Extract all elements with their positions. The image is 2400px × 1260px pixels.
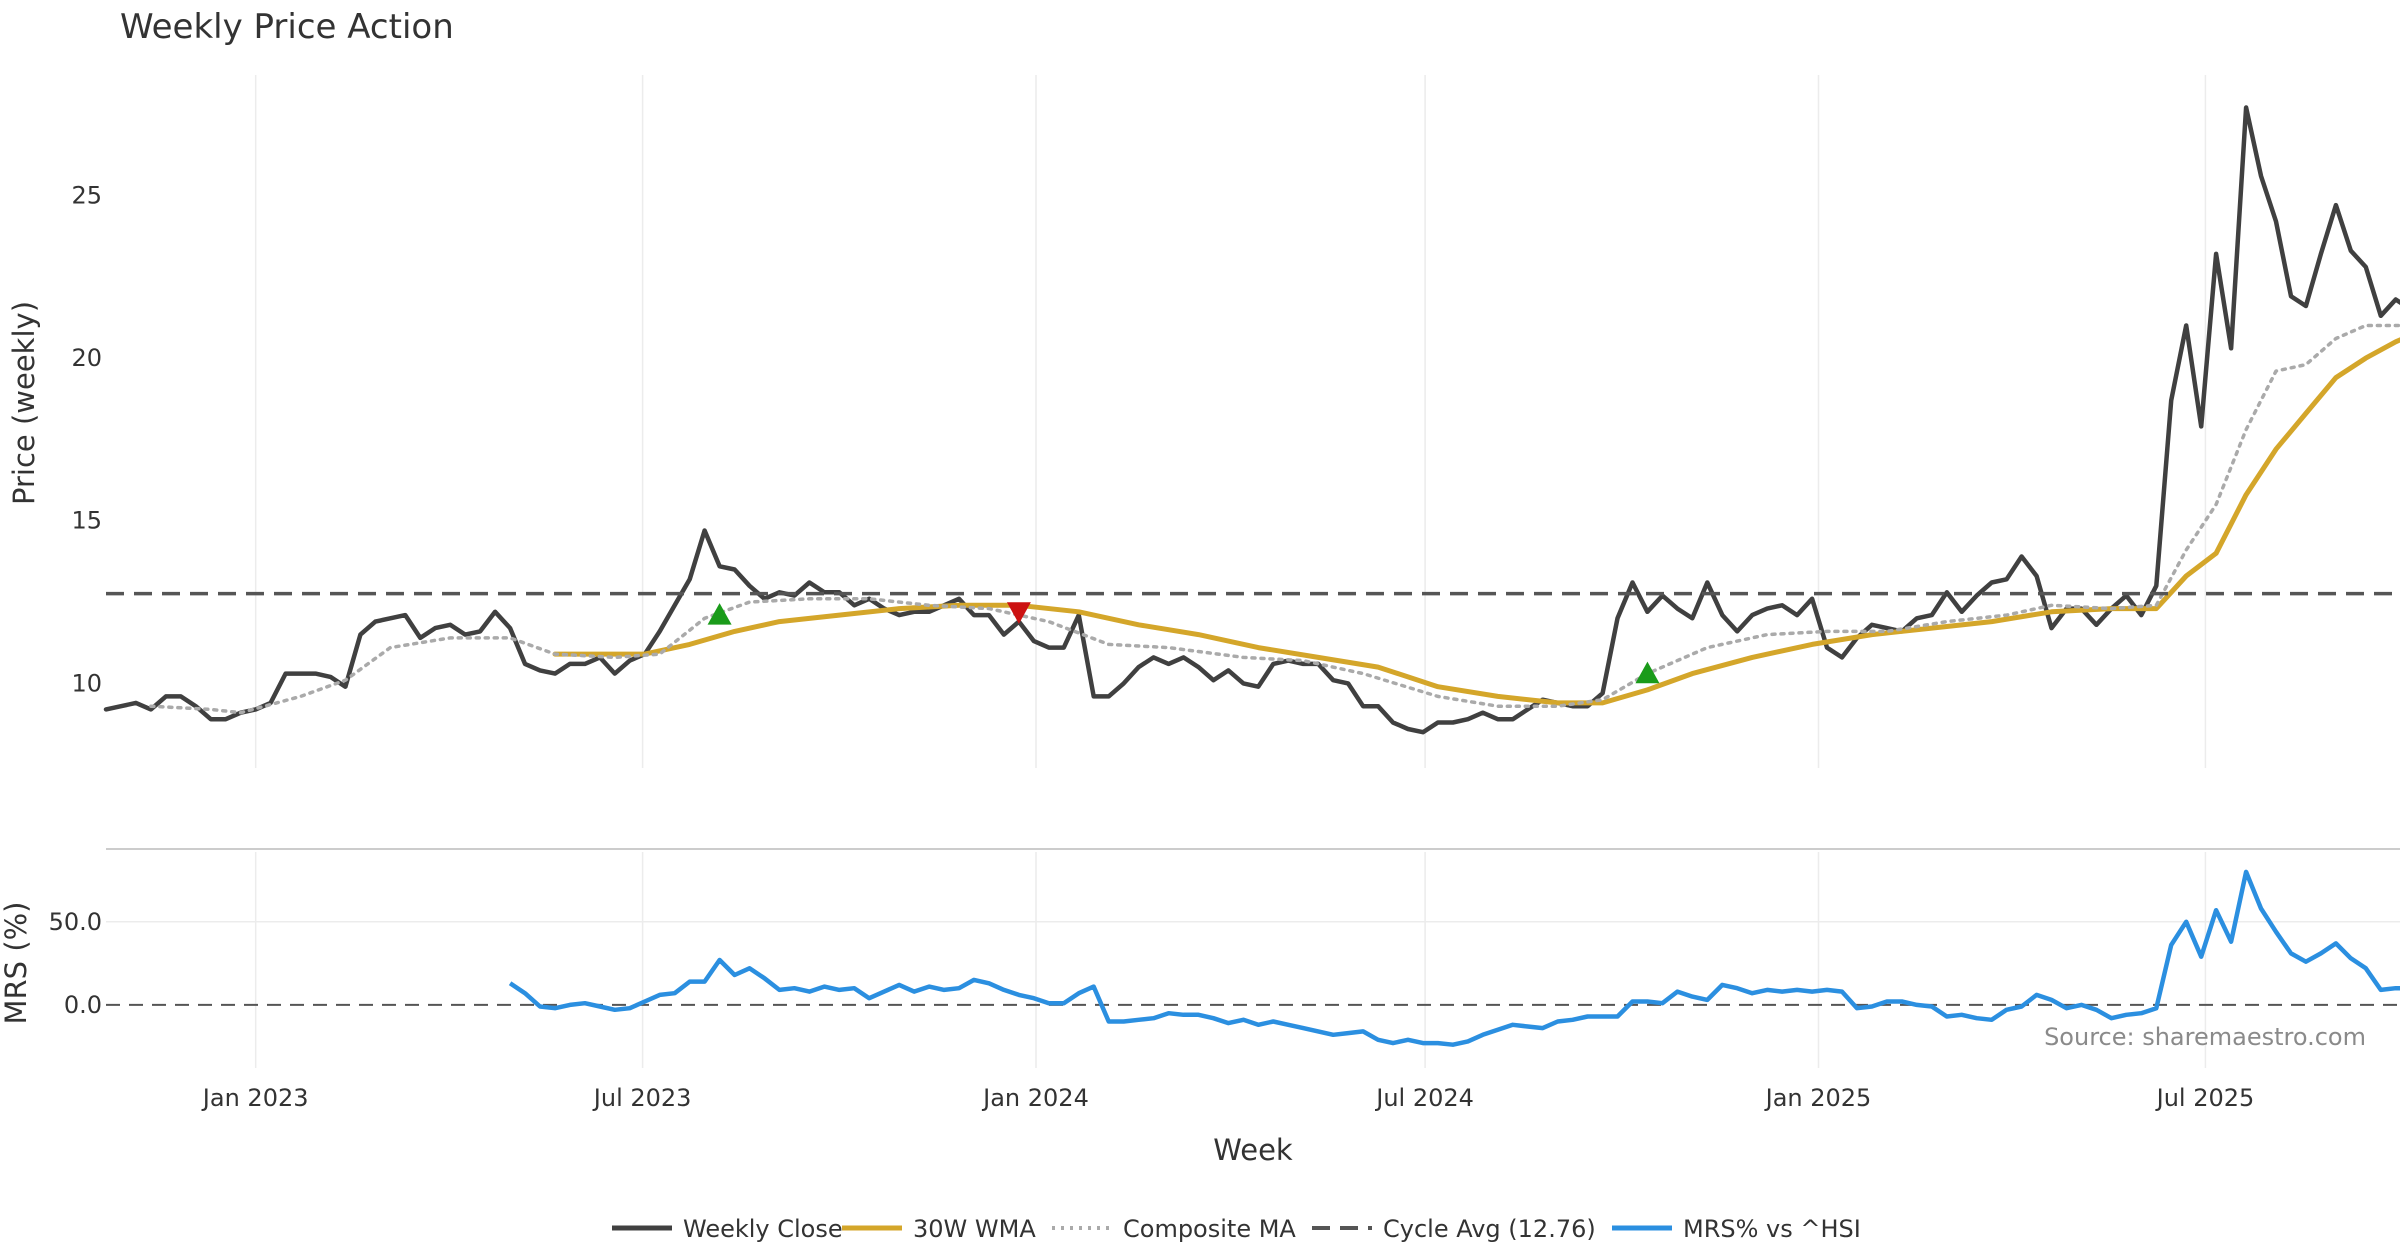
series-line-weekly-close xyxy=(103,105,2400,735)
signal-marker-down-2 xyxy=(1006,602,1031,624)
x-tick-jul-2024: Jul 2024 xyxy=(1374,1084,1474,1112)
signal-markers xyxy=(707,602,1660,684)
series-line-composite-ma xyxy=(149,323,2400,715)
mrs-gridlines xyxy=(106,852,2400,1068)
legend-label-mrs-vs-hsi: MRS% vs ^HSI xyxy=(1683,1215,1861,1243)
chart-title: Weekly Price Action xyxy=(120,7,454,47)
x-tick-jan-2024: Jan 2024 xyxy=(981,1084,1089,1112)
mrs-series-line xyxy=(508,869,2400,1047)
source-annotation: Source: sharemaestro.com xyxy=(2044,1023,2366,1051)
legend-label-weekly-close: Weekly Close xyxy=(683,1215,843,1243)
signal-marker-up-1 xyxy=(707,603,732,625)
x-tick-jan-2025: Jan 2025 xyxy=(1764,1084,1872,1112)
legend: Weekly Close 30W WMA Composite MA Cycle Avg… xyxy=(612,1215,1861,1243)
legend-label-cycle-avg-12-76: Cycle Avg (12.76) xyxy=(1383,1215,1596,1243)
price-y-tick-20: 20 xyxy=(71,344,102,372)
signal-marker-up-3 xyxy=(1635,661,1660,684)
mrs-y-tick-50.0: 50.0 xyxy=(49,908,102,936)
mrs-y-axis-label: MRS (%) xyxy=(0,902,33,1025)
legend-label-composite-ma: Composite MA xyxy=(1123,1215,1296,1243)
x-tick-jul-2023: Jul 2023 xyxy=(592,1084,692,1112)
price-y-tick-10: 10 xyxy=(71,669,102,697)
price-y-tick-labels: 10 15 20 25 xyxy=(71,181,102,697)
price-y-axis-label: Price (weekly) xyxy=(7,301,41,505)
x-tick-jan-2023: Jan 2023 xyxy=(201,1084,309,1112)
x-tick-labels: Jan 2023 Jul 2023 Jan 2024 Jul 2024 Jan 2025… xyxy=(201,1084,2254,1112)
series-line-mrs-vs-hsi xyxy=(508,869,2400,1047)
price-y-tick-15: 15 xyxy=(71,507,102,535)
mrs-y-tick-labels: 0.0 50.0 xyxy=(49,908,102,1019)
mrs-y-tick-0.0: 0.0 xyxy=(64,991,102,1019)
price-series-lines xyxy=(103,105,2400,735)
price-vertical-gridlines xyxy=(254,75,2207,768)
x-axis-label: Week xyxy=(1213,1133,1293,1167)
price-y-tick-25: 25 xyxy=(71,181,102,209)
legend-label-30w-wma: 30W WMA xyxy=(913,1215,1036,1243)
x-tick-jul-2025: Jul 2025 xyxy=(2155,1084,2255,1112)
series-line-30w-wma xyxy=(552,337,2400,706)
